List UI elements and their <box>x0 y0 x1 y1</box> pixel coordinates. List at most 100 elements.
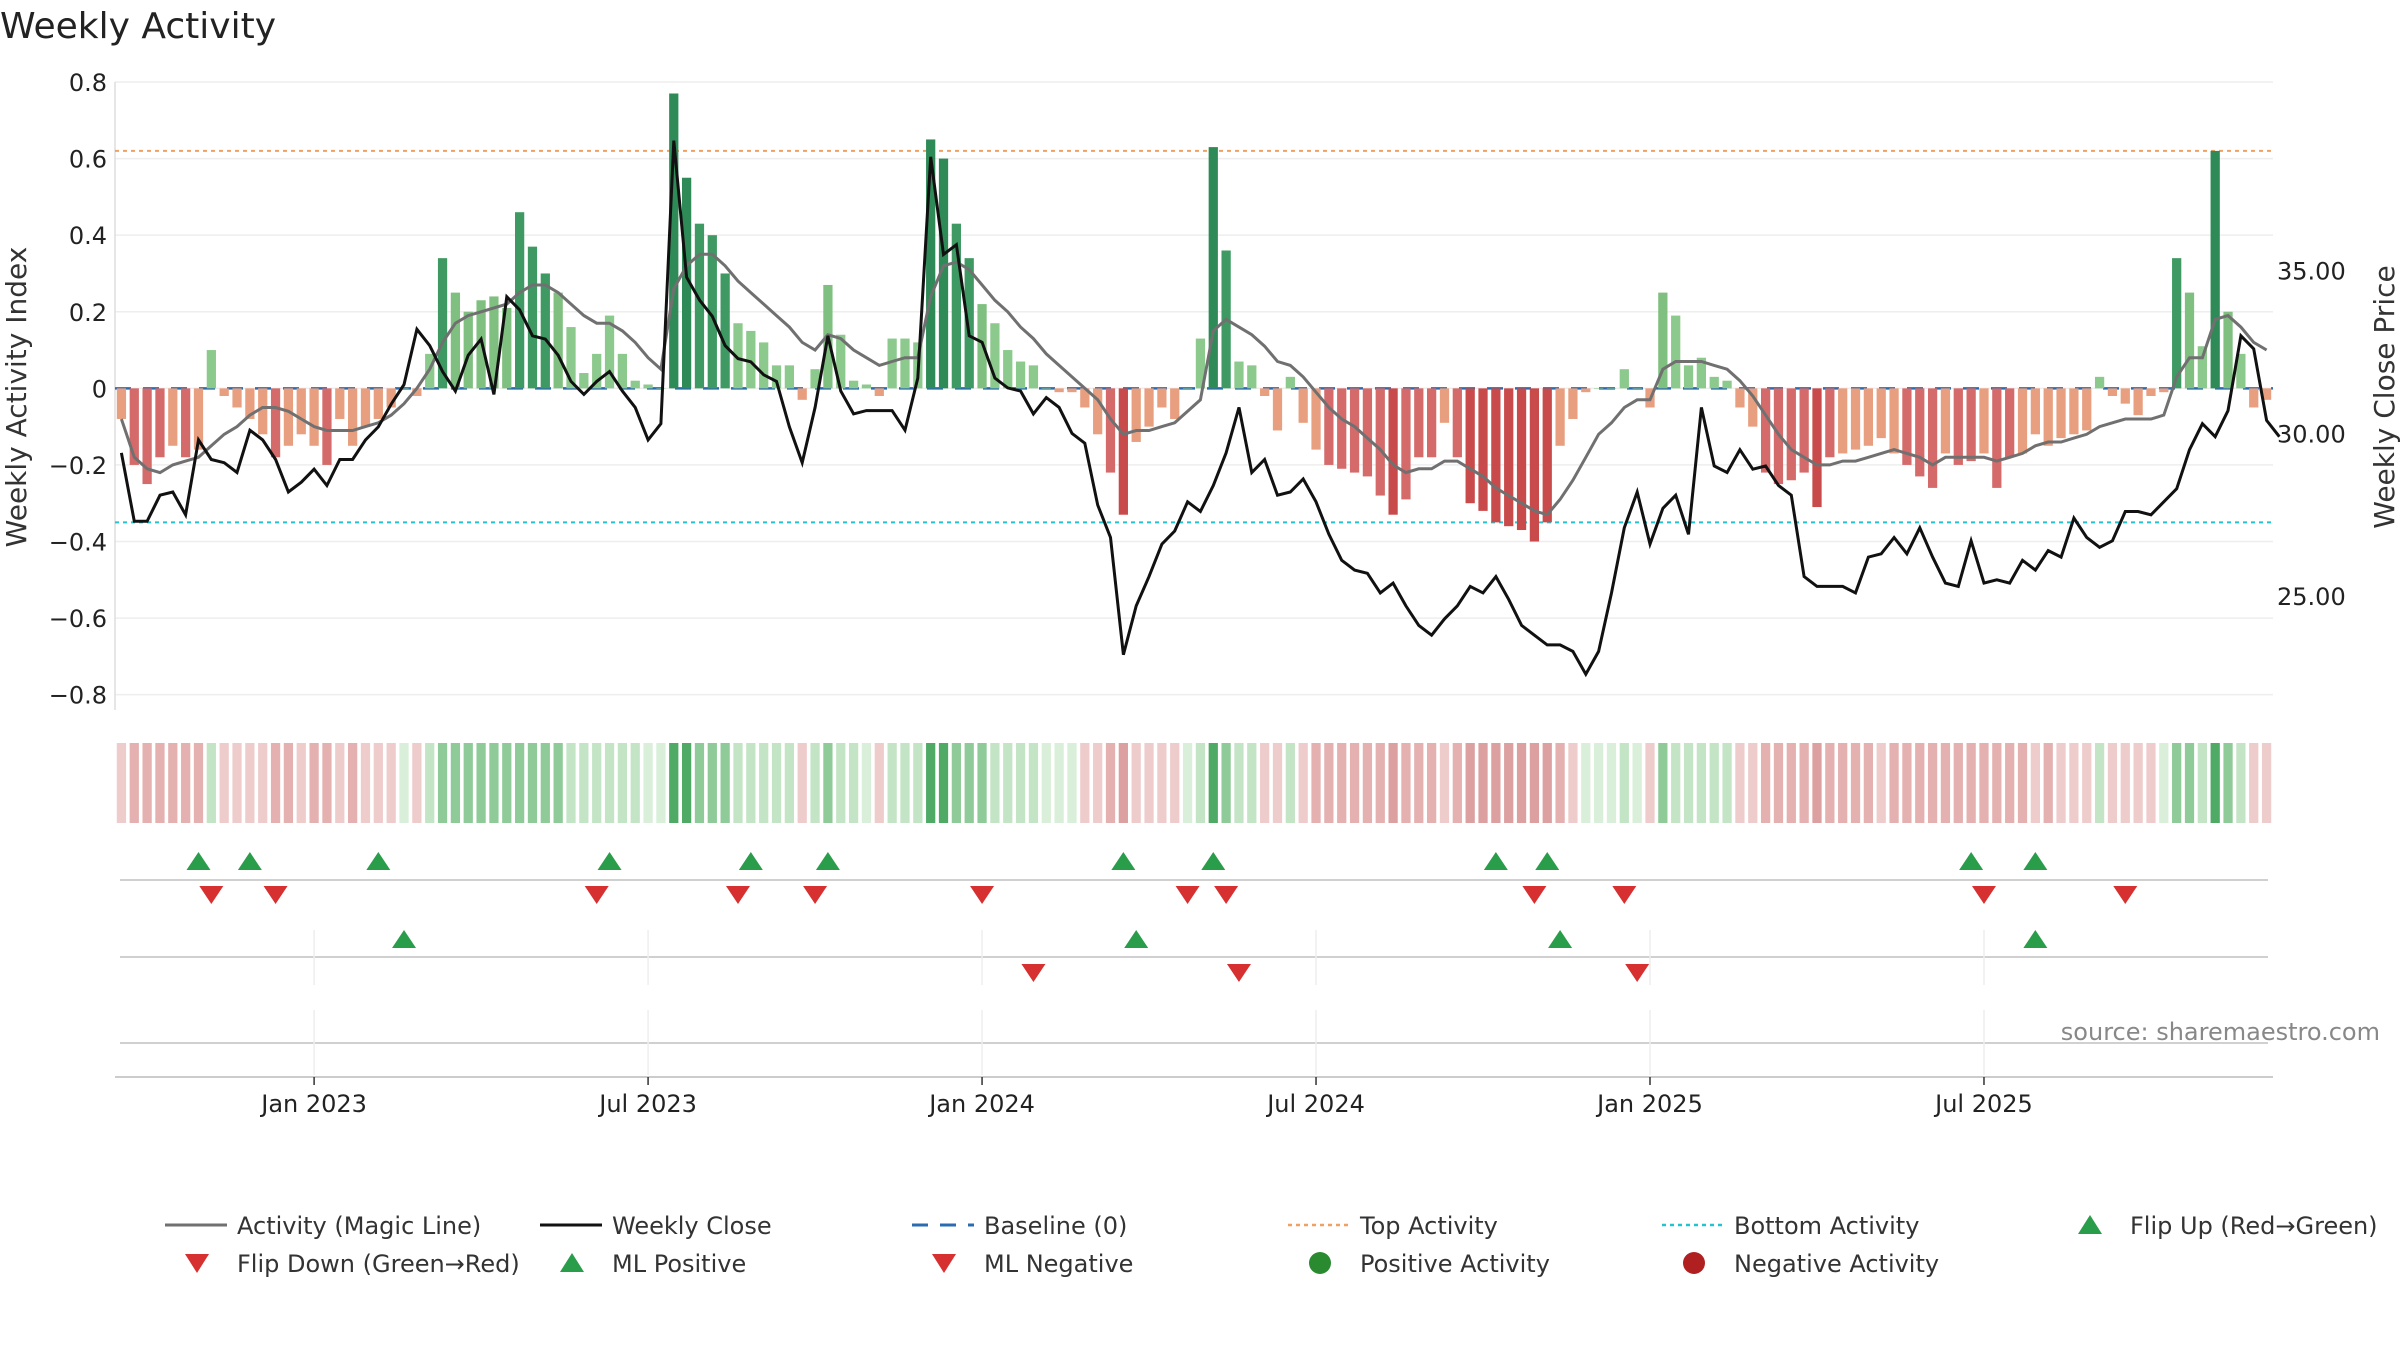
heat-strip-cell <box>1439 743 1450 823</box>
activity-bar <box>784 365 794 389</box>
flip-down-marker <box>584 886 609 904</box>
activity-bar <box>1581 388 1591 393</box>
activity-bar <box>1260 388 1270 396</box>
heat-strip-cell <box>1863 743 1873 823</box>
activity-bar <box>2005 388 2015 458</box>
flip-down-marker <box>970 886 995 904</box>
ml-positive-marker <box>2023 930 2048 948</box>
heat-strip-cell <box>335 743 345 823</box>
heat-strip-cell <box>1285 743 1295 823</box>
activity-bar <box>1041 388 1051 389</box>
heat-strip-cell <box>2236 743 2246 823</box>
flip-up-marker <box>738 852 763 870</box>
heat-strip-cell <box>2082 743 2092 823</box>
activity-bar <box>2107 388 2118 396</box>
activity-bar <box>1722 380 1732 389</box>
activity-bar <box>643 384 653 389</box>
activity-bar <box>258 388 268 435</box>
activity-bar <box>270 388 281 458</box>
heat-strip-cell <box>1671 743 1681 823</box>
ml-negative-marker <box>1226 964 1251 982</box>
heat-strip-cell <box>733 743 743 823</box>
ml-negative-marker <box>1021 964 1046 982</box>
activity-bar <box>553 292 563 389</box>
heat-strip-cell <box>2094 743 2105 823</box>
heat-strip-cell <box>707 743 717 823</box>
heat-strip-cell <box>1915 743 1925 823</box>
heat-strip-cell <box>1619 743 1629 823</box>
activity-bar <box>938 158 949 389</box>
heat-strip-cell <box>206 743 216 823</box>
heat-strip-cell <box>1902 743 1912 823</box>
heat-strip-cell <box>746 743 756 823</box>
heat-strip-cell <box>1401 743 1411 823</box>
heat-strip-cell <box>1696 743 1707 823</box>
activity-bar <box>412 388 422 396</box>
heat-strip-cell <box>2249 743 2259 823</box>
activity-bar <box>2236 353 2246 389</box>
activity-bar <box>1850 388 1861 450</box>
legend-item: Top Activity <box>1288 1212 1498 1240</box>
activity-bar <box>1182 388 1193 389</box>
flip-down-marker <box>199 886 224 904</box>
activity-bar <box>694 223 705 389</box>
heat-strip-cell <box>181 743 191 823</box>
x-tick-label: Jan 2024 <box>927 1090 1035 1118</box>
heat-strip-cell <box>476 743 486 823</box>
activity-bar <box>1568 388 1578 419</box>
ml-positive-marker <box>1548 930 1573 948</box>
activity-bar <box>155 388 165 458</box>
legend-swatch <box>932 1254 956 1273</box>
heat-strip-cell <box>1375 743 1385 823</box>
heat-strip-cell <box>1748 743 1758 823</box>
heat-strip-cell <box>990 743 1000 823</box>
heat-strip-cell <box>283 743 294 823</box>
legend-item: Negative Activity <box>1683 1250 1939 1278</box>
activity-bar <box>1337 388 1347 469</box>
heat-strip-cell <box>553 743 563 823</box>
activity-bar <box>2261 388 2272 400</box>
heat-strip-cell <box>1491 743 1501 823</box>
heat-strip-cell <box>1105 743 1116 823</box>
heat-strip-cell <box>1093 743 1103 823</box>
heat-strip-cell <box>797 743 807 823</box>
heat-strip-cell <box>2261 743 2272 823</box>
heat-strip-cell <box>617 743 628 823</box>
activity-bar <box>373 388 383 419</box>
flip-up-marker <box>2023 852 2048 870</box>
heat-strip-cell <box>386 743 396 823</box>
legend-item: Baseline (0) <box>912 1212 1127 1240</box>
heat-strip-cell <box>425 743 435 823</box>
heat-strip-cell <box>1542 743 1552 823</box>
heat-strip-cell <box>1144 743 1154 823</box>
heat-strip-cell <box>1272 743 1283 823</box>
heat-strip-cell <box>964 743 974 823</box>
heat-strip-cell <box>810 743 820 823</box>
heat-strip-cell <box>193 743 204 823</box>
activity-bar <box>1915 388 1925 477</box>
y-tick-label: −0.2 <box>49 452 107 480</box>
heat-strip-cell <box>245 743 255 823</box>
flip-up-marker <box>1535 852 1560 870</box>
heat-strip-cell <box>1992 743 2002 823</box>
legend-item: Weekly Close <box>540 1212 772 1240</box>
activity-bar <box>386 388 396 408</box>
activity-bar <box>1028 365 1039 389</box>
heat-strip-cell <box>348 743 358 823</box>
activity-bar <box>797 388 807 400</box>
activity-bar <box>296 388 306 435</box>
legend-label: Baseline (0) <box>984 1212 1127 1240</box>
heat-strip-cell <box>116 743 127 823</box>
legend-item: Flip Up (Red→Green) <box>2078 1212 2378 1240</box>
activity-bar <box>463 311 473 389</box>
heat-strip-cell <box>1683 743 1694 823</box>
heat-strip-cell <box>1208 743 1218 823</box>
legend-item: ML Negative <box>932 1250 1133 1278</box>
heat-strip-cell <box>630 743 640 823</box>
heat-strip-cell <box>2172 743 2182 823</box>
ml-positive-marker <box>392 930 417 948</box>
heat-strip-cell <box>1966 743 1976 823</box>
heat-strip-cell <box>1889 743 1899 823</box>
heat-strip-cell <box>412 743 422 823</box>
